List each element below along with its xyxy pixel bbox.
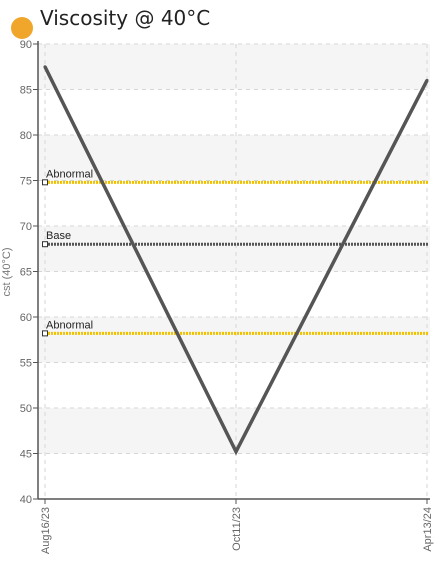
y-tick-label: 55 [20,358,32,370]
y-tick-label: 85 [20,85,32,97]
x-tick-label: Oct11/23 [231,507,243,551]
y-tick-label: 45 [20,449,32,461]
y-axis-label: cst (40°C) [1,247,13,296]
reference-marker [42,179,48,186]
chart-title: Viscosity @ 40°C [40,6,211,30]
grid-band [38,226,430,272]
reference-line-label: Abnormal [46,168,93,180]
y-tick-label: 60 [20,312,32,324]
data-point [234,450,238,454]
y-tick-label: 75 [20,176,32,188]
y-tick-label: 50 [20,403,32,415]
data-point [425,78,429,82]
chart-header: Viscosity @ 40°C [0,0,441,39]
reference-marker [42,330,48,337]
reference-marker [42,241,48,248]
y-tick-label: 80 [20,130,32,142]
y-tick-label: 65 [20,267,32,279]
reference-line-label: Abnormal [46,319,93,331]
title-dot-icon [11,17,33,39]
grid-band [38,44,430,90]
reference-line-label: Base [46,230,71,242]
y-tick-label: 90 [20,39,32,51]
x-tick-label: Apr13/24 [422,507,434,552]
y-tick-label: 70 [20,221,32,233]
data-point [43,65,47,69]
y-tick-label: 40 [20,494,32,506]
grid-band [38,317,430,363]
grid-band [38,135,430,181]
x-tick-label: Aug16/23 [40,507,52,554]
